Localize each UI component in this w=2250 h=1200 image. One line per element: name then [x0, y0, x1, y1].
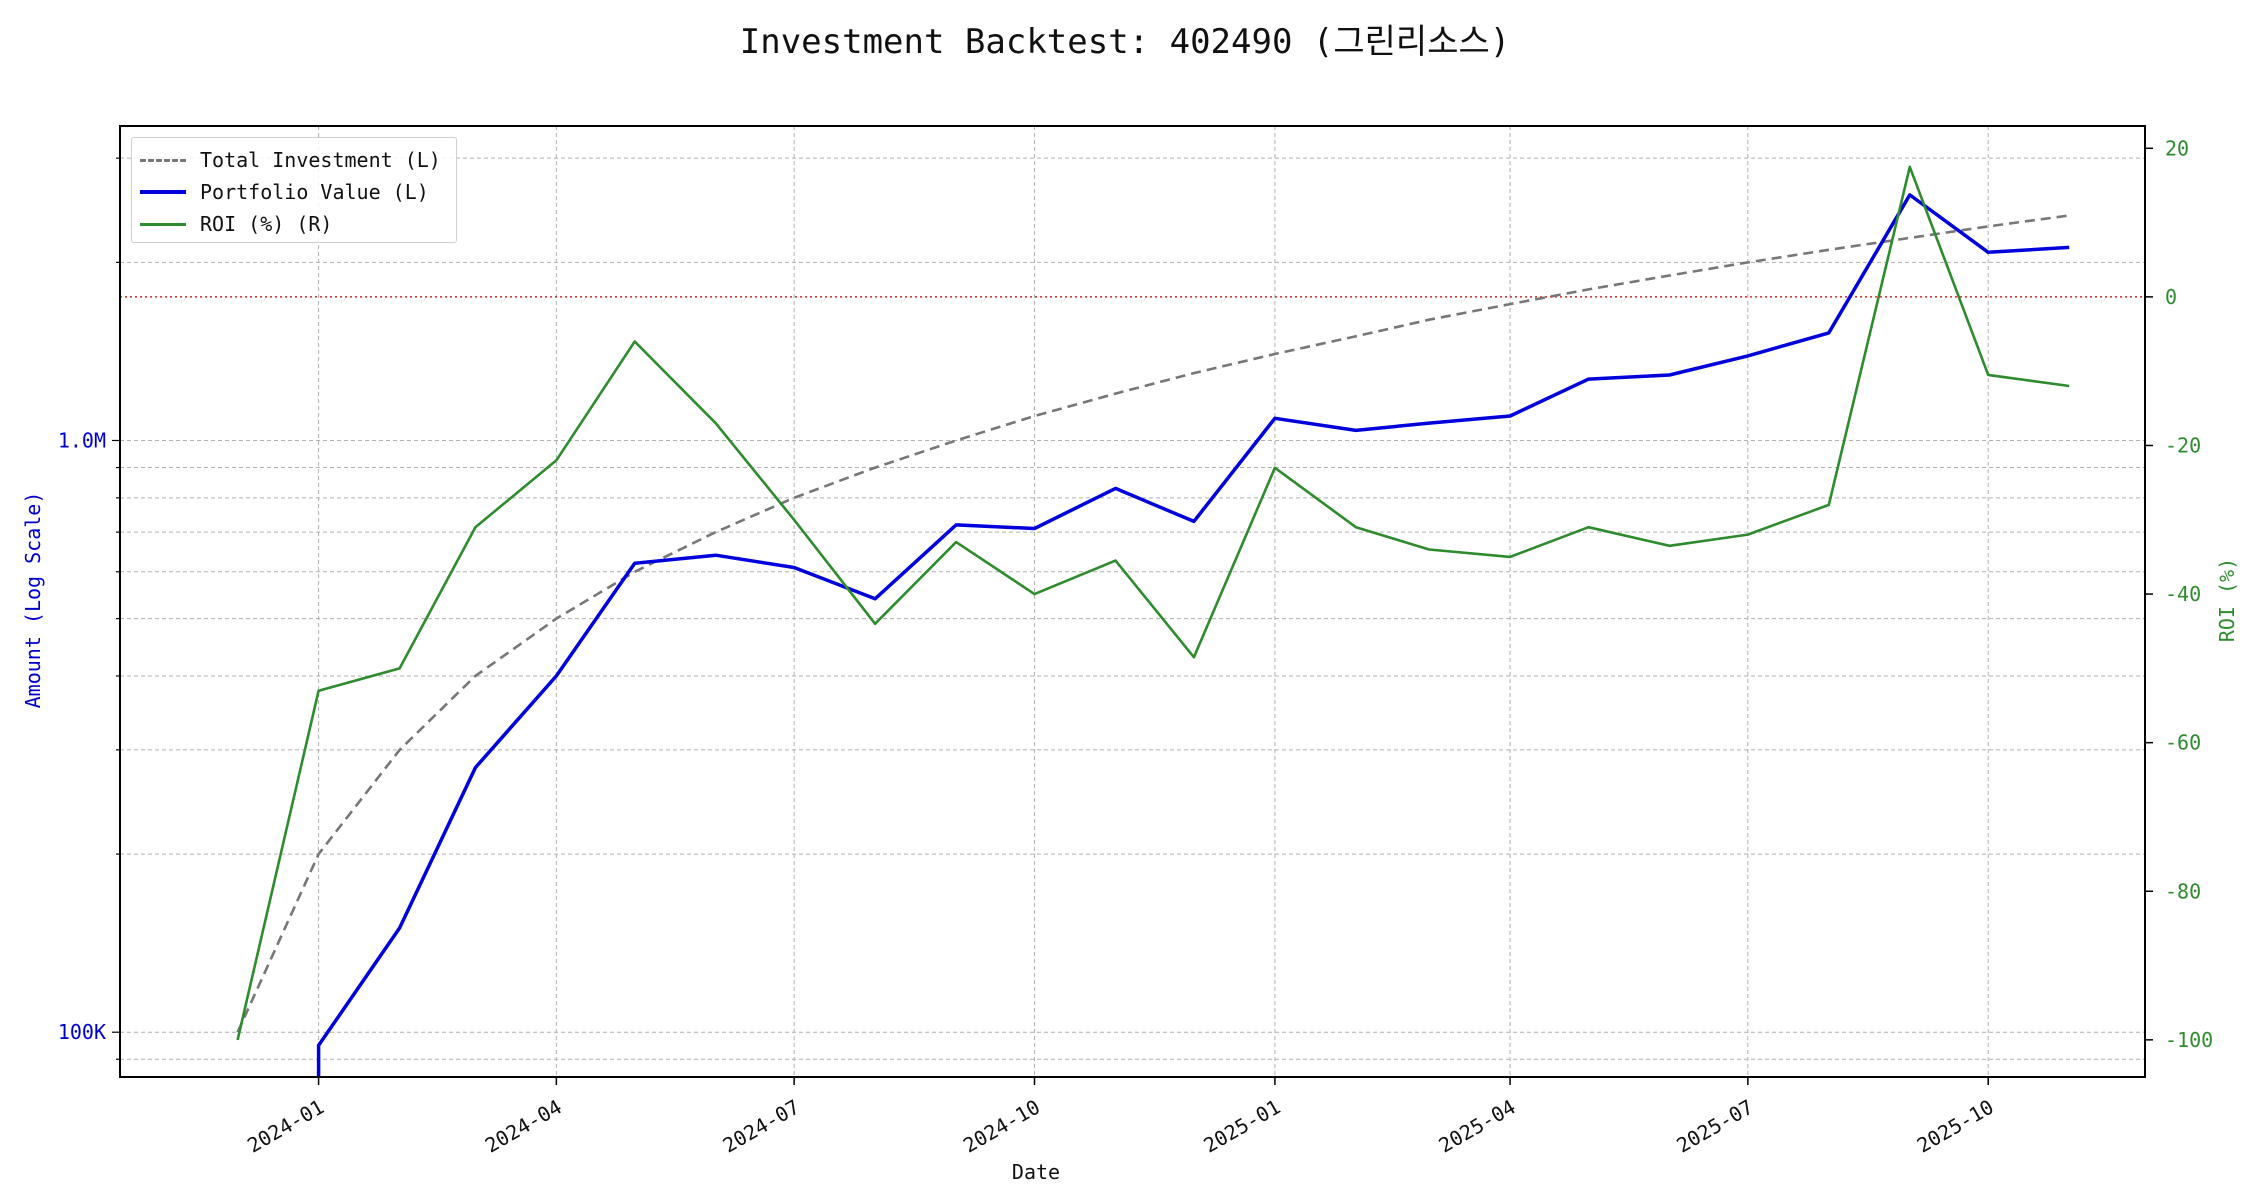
- x-tick-label: 2025-04: [1435, 1095, 1520, 1158]
- legend-swatch-portfolio-value: [140, 190, 186, 194]
- x-tick-label: 2024-04: [481, 1095, 566, 1158]
- y-axis-right-label: ROI (%): [2215, 557, 2239, 643]
- y-right-tick-label: -60: [2165, 731, 2201, 755]
- legend-item-total-investment: Total Investment (L): [140, 145, 441, 175]
- series-line-roi: [236, 165, 2070, 1041]
- axis-ticks: 2024-01 2024-04 2024-07 2024-10 2025-01 2025-…: [58, 136, 2213, 1157]
- y-right-tick-label: -20: [2165, 433, 2201, 457]
- chart-title: Investment Backtest: 402490 (그린리소스): [739, 22, 1511, 62]
- y-right-tick-label: 0: [2165, 285, 2177, 309]
- x-axis-label-text: Date: [1011, 1160, 1061, 1184]
- legend-item-portfolio-value: Portfolio Value (L): [140, 177, 429, 207]
- legend-item-roi: ROI (%) (R): [140, 209, 332, 239]
- y-left-tick-label: 1.0M: [58, 428, 106, 452]
- plot-frame: [119, 125, 2146, 1078]
- x-tick-label: 2025-01: [1199, 1095, 1284, 1158]
- legend: Total Investment (L) Portfolio Value (L)…: [131, 137, 457, 243]
- legend-swatch-total-investment: [140, 158, 186, 162]
- legend-label-total-investment: Total Investment (L): [200, 148, 441, 172]
- legend-swatch-roi: [140, 222, 186, 226]
- series-line-total-investment: [236, 214, 2070, 1033]
- x-tick-label: 2024-07: [719, 1095, 804, 1158]
- x-axis-label: Date: [0, 1160, 2250, 1184]
- grid-lines: [120, 126, 2145, 1077]
- y-left-tick-label: 100K: [58, 1020, 106, 1044]
- y-right-tick-label: -80: [2165, 879, 2201, 903]
- legend-label-roi: ROI (%) (R): [200, 212, 333, 236]
- series-lines: [236, 165, 2070, 1077]
- x-tick-label: 2024-10: [959, 1095, 1044, 1158]
- series-line-portfolio-value: [316, 193, 2070, 1077]
- x-tick-label: 2024-01: [243, 1095, 328, 1158]
- y-right-tick-label: -100: [2165, 1028, 2213, 1052]
- legend-label-portfolio-value: Portfolio Value (L): [200, 180, 429, 204]
- x-tick-label: 2025-07: [1672, 1095, 1757, 1158]
- y-right-tick-label: 20: [2165, 136, 2189, 160]
- y-right-tick-label: -40: [2165, 582, 2201, 606]
- x-tick-label: 2025-10: [1913, 1095, 1998, 1158]
- y-axis-left-label: Amount (Log Scale): [21, 491, 45, 709]
